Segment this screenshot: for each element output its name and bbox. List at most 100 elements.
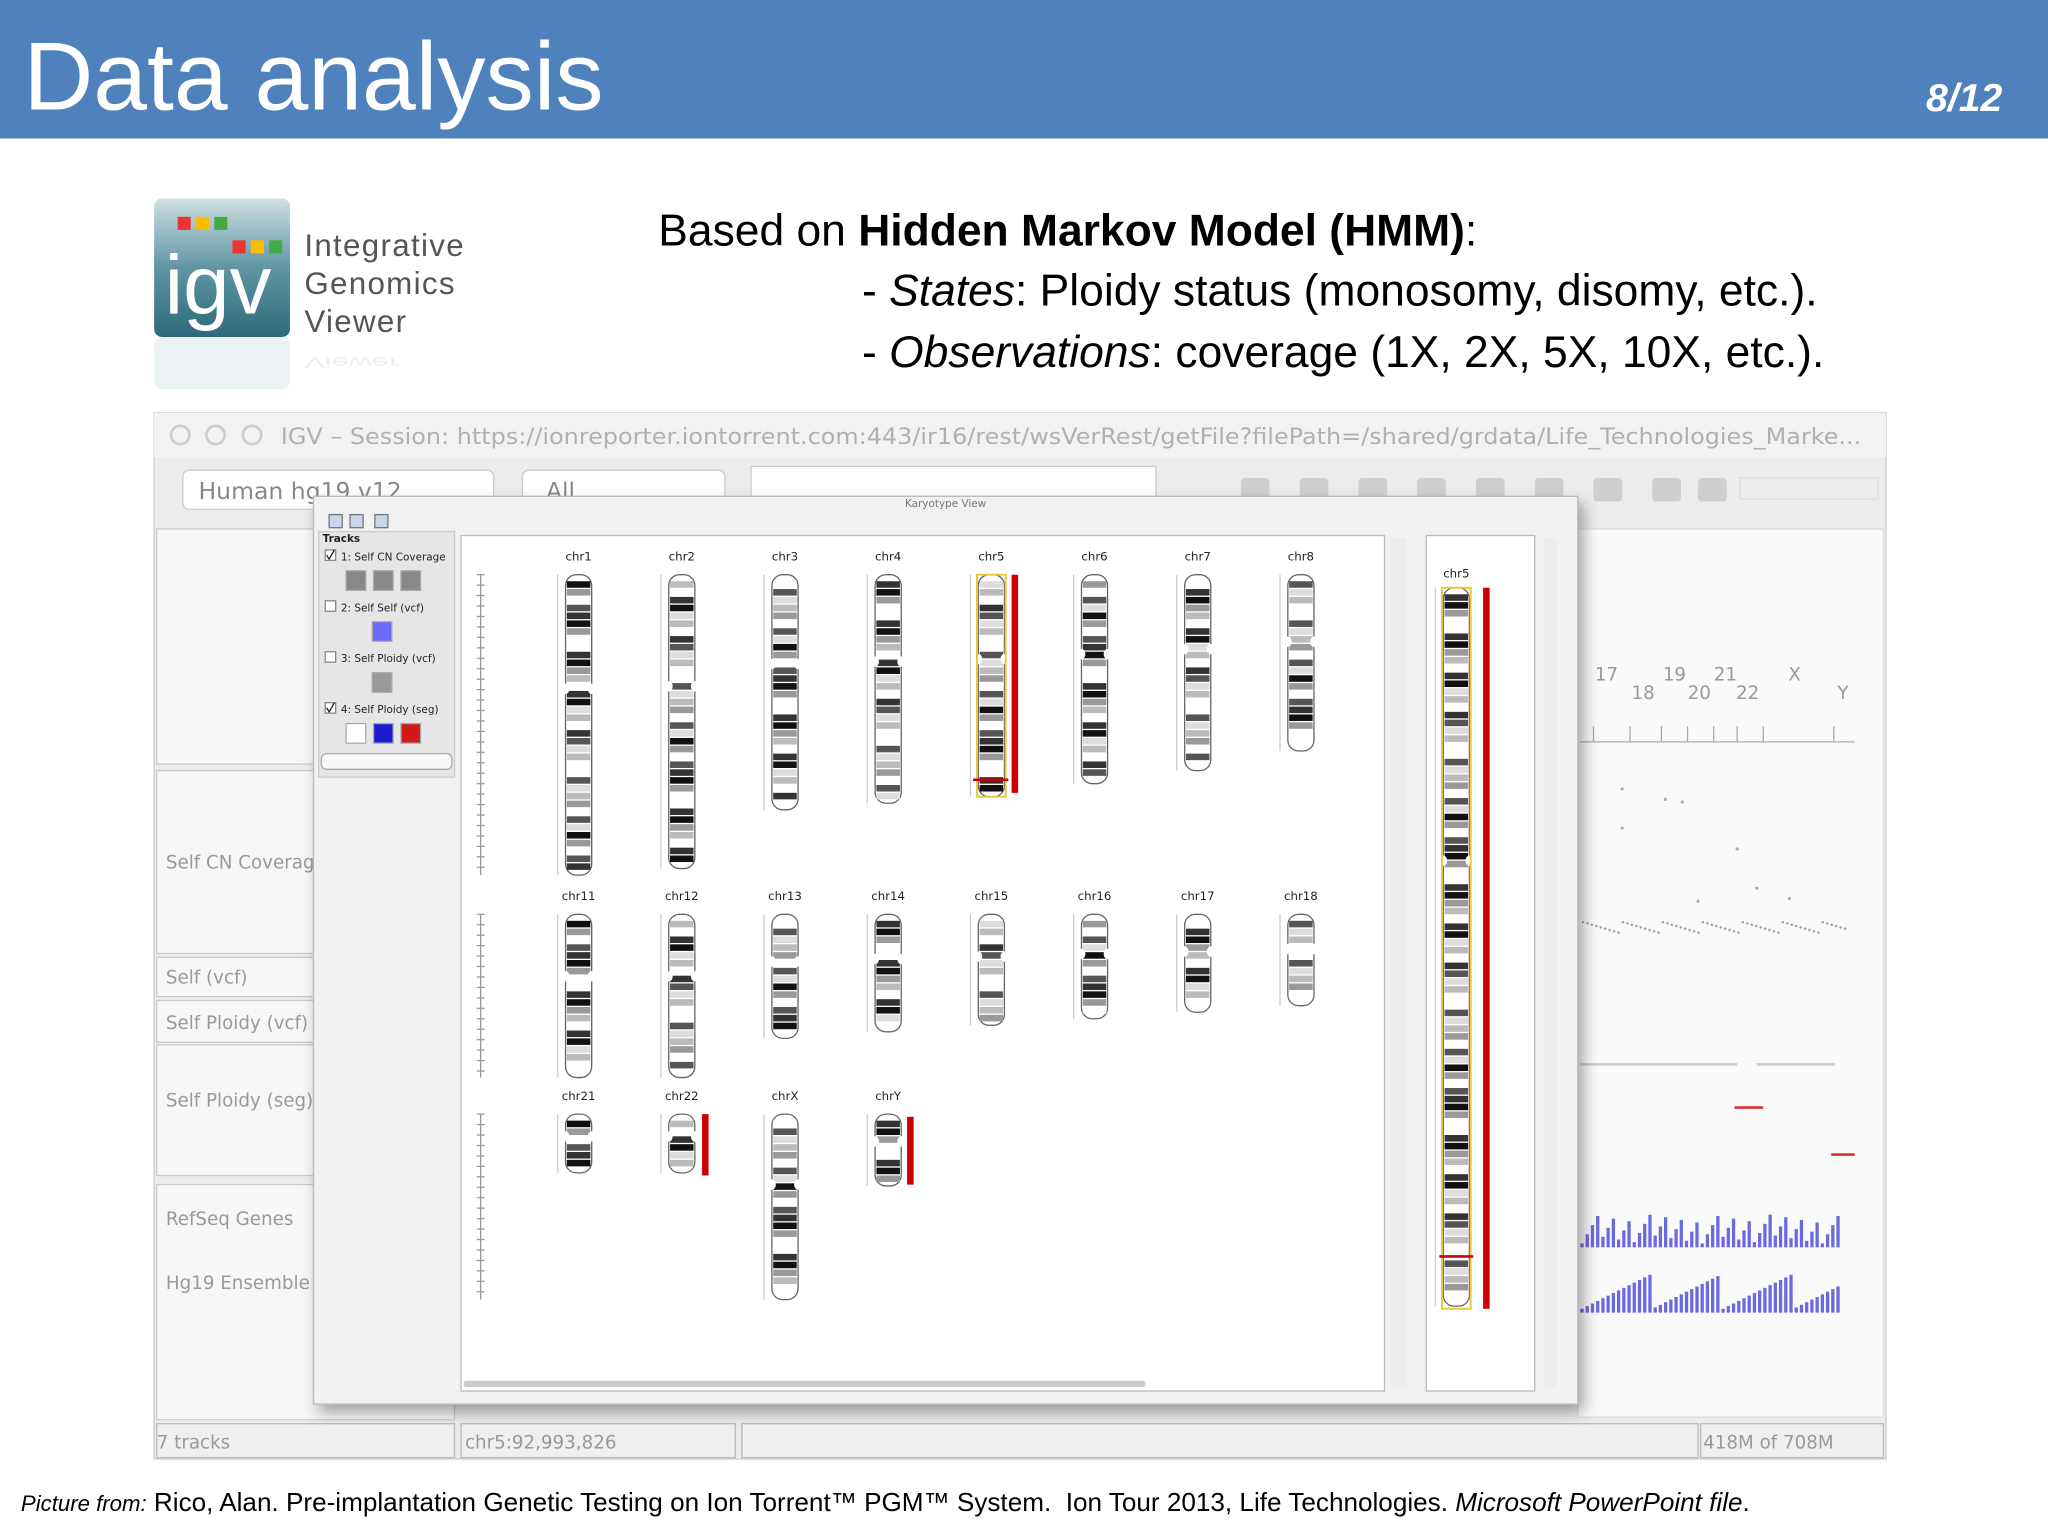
chromosome-band <box>1444 1221 1469 1228</box>
chromosome-name: chr1 <box>566 549 592 563</box>
gene-density-bar <box>1690 1289 1694 1313</box>
chromosome-band <box>979 920 1004 928</box>
chromosome-band <box>1444 1040 1469 1048</box>
chromosome-band <box>1444 986 1469 993</box>
status-cell <box>1699 1423 1885 1459</box>
chromosome-band <box>1082 604 1107 612</box>
chromosome-band <box>1444 1268 1469 1275</box>
coverage-dot <box>1603 927 1607 930</box>
chromosome-band <box>979 675 1004 682</box>
chromosome-band <box>1185 975 1210 983</box>
chromosome-band <box>566 745 591 753</box>
chromosome-band <box>1289 960 1313 967</box>
chromosome <box>763 574 802 811</box>
chromosome-band <box>670 1120 694 1128</box>
coverage-dot <box>1768 928 1771 932</box>
centromere <box>1439 855 1448 866</box>
chromosome-band <box>1444 892 1469 899</box>
chromosome-band <box>566 612 591 620</box>
chromosome-band <box>670 769 694 776</box>
chromosome-band <box>1289 596 1313 604</box>
chromosome-band <box>1185 667 1210 674</box>
karyotype-toolbar-icon <box>349 513 364 529</box>
logo-text-reflection: Viewer <box>304 353 399 370</box>
ideogram-axis-label: 21 <box>1714 664 1737 685</box>
chromosome-band <box>670 1152 694 1159</box>
chromosome-band <box>1444 680 1469 688</box>
status-cell <box>741 1423 1699 1459</box>
chromosome-band <box>876 722 900 729</box>
chromosome-band <box>1444 664 1469 672</box>
chromosome-band <box>670 596 694 604</box>
chromosome-band <box>1185 620 1210 627</box>
chromosome-band <box>566 1159 591 1167</box>
chromosome-band <box>1444 923 1469 930</box>
coverage-dot <box>1620 826 1624 830</box>
chromosome-band <box>1444 813 1469 821</box>
coverage-dot <box>1595 924 1598 928</box>
chromosome-band <box>773 737 797 745</box>
ideogram-axis-label: X <box>1788 664 1801 685</box>
chromosome-band <box>1444 837 1469 844</box>
chromosome-band <box>1444 852 1469 860</box>
scrollbar-track <box>1543 538 1557 1388</box>
window-title: IGV – Session: https://ionreporter.ionto… <box>281 424 1861 450</box>
chromosome-band <box>1289 589 1313 596</box>
chromosome-band <box>979 761 1004 768</box>
chromosome-band <box>1444 641 1469 648</box>
chromosome-band <box>979 722 1004 729</box>
chromosome-band <box>876 761 900 768</box>
gene-density-bar <box>1705 1281 1710 1313</box>
chromosome-band <box>670 936 694 944</box>
chromosome-band <box>773 769 797 776</box>
coverage-dot <box>1688 928 1691 932</box>
chromosome-band <box>1444 1001 1469 1009</box>
track-swatch <box>371 621 393 642</box>
chromosome-band <box>979 620 1004 627</box>
gene-density-bar <box>1653 1235 1657 1248</box>
chromosome-band <box>566 1046 591 1053</box>
chromosome-band <box>670 706 694 714</box>
coverage-dot <box>1781 920 1785 924</box>
chromosome-band <box>1185 730 1210 737</box>
chromosome-band <box>1082 745 1107 753</box>
coverage-dot <box>1674 924 1678 928</box>
chromosome-band <box>1289 667 1313 674</box>
chromosome-band <box>773 714 797 721</box>
scrollbar-track <box>1391 538 1407 1388</box>
chromosome-band <box>876 745 900 753</box>
chromosome-band <box>670 1014 694 1022</box>
chromosome-name: chr16 <box>1078 889 1112 903</box>
chromosome-band <box>1289 944 1313 951</box>
chromosome-band <box>876 589 900 596</box>
chromosome-name: chr17 <box>1181 889 1215 903</box>
chromosome-band <box>1082 944 1107 951</box>
chromosome-name: chr3 <box>772 549 798 563</box>
coverage-dot <box>1652 929 1656 933</box>
chromosome-band <box>773 745 797 753</box>
gene-density-bar <box>1711 1225 1715 1248</box>
centromere <box>561 1131 570 1142</box>
chromosome-band <box>566 816 591 823</box>
gene-density-bar <box>1616 1290 1621 1313</box>
coverage-dot <box>1620 787 1624 791</box>
chromosome-band <box>670 1030 694 1038</box>
chromosome-band <box>566 855 591 863</box>
gene-density-bar <box>1742 1298 1746 1313</box>
chromosome-band <box>1444 1150 1469 1158</box>
chromosome-band <box>1444 845 1469 852</box>
chromosome-band <box>670 690 694 698</box>
status-text: chr5:92,993,826 <box>465 1432 617 1453</box>
chromosome-band <box>1444 805 1469 813</box>
chromosome-band <box>773 612 797 620</box>
coverage-dot <box>1679 926 1683 929</box>
chromosome-band <box>1289 659 1313 667</box>
header-bar <box>0 0 2048 139</box>
scrollbar <box>463 1380 1146 1388</box>
chromosome-band <box>773 1191 797 1198</box>
chromosome-band <box>1444 1291 1469 1299</box>
chromosome-band <box>1185 675 1210 682</box>
coverage-dot <box>1825 922 1829 925</box>
coverage-dot <box>1590 923 1594 927</box>
status-text: 7 tracks <box>157 1432 230 1453</box>
